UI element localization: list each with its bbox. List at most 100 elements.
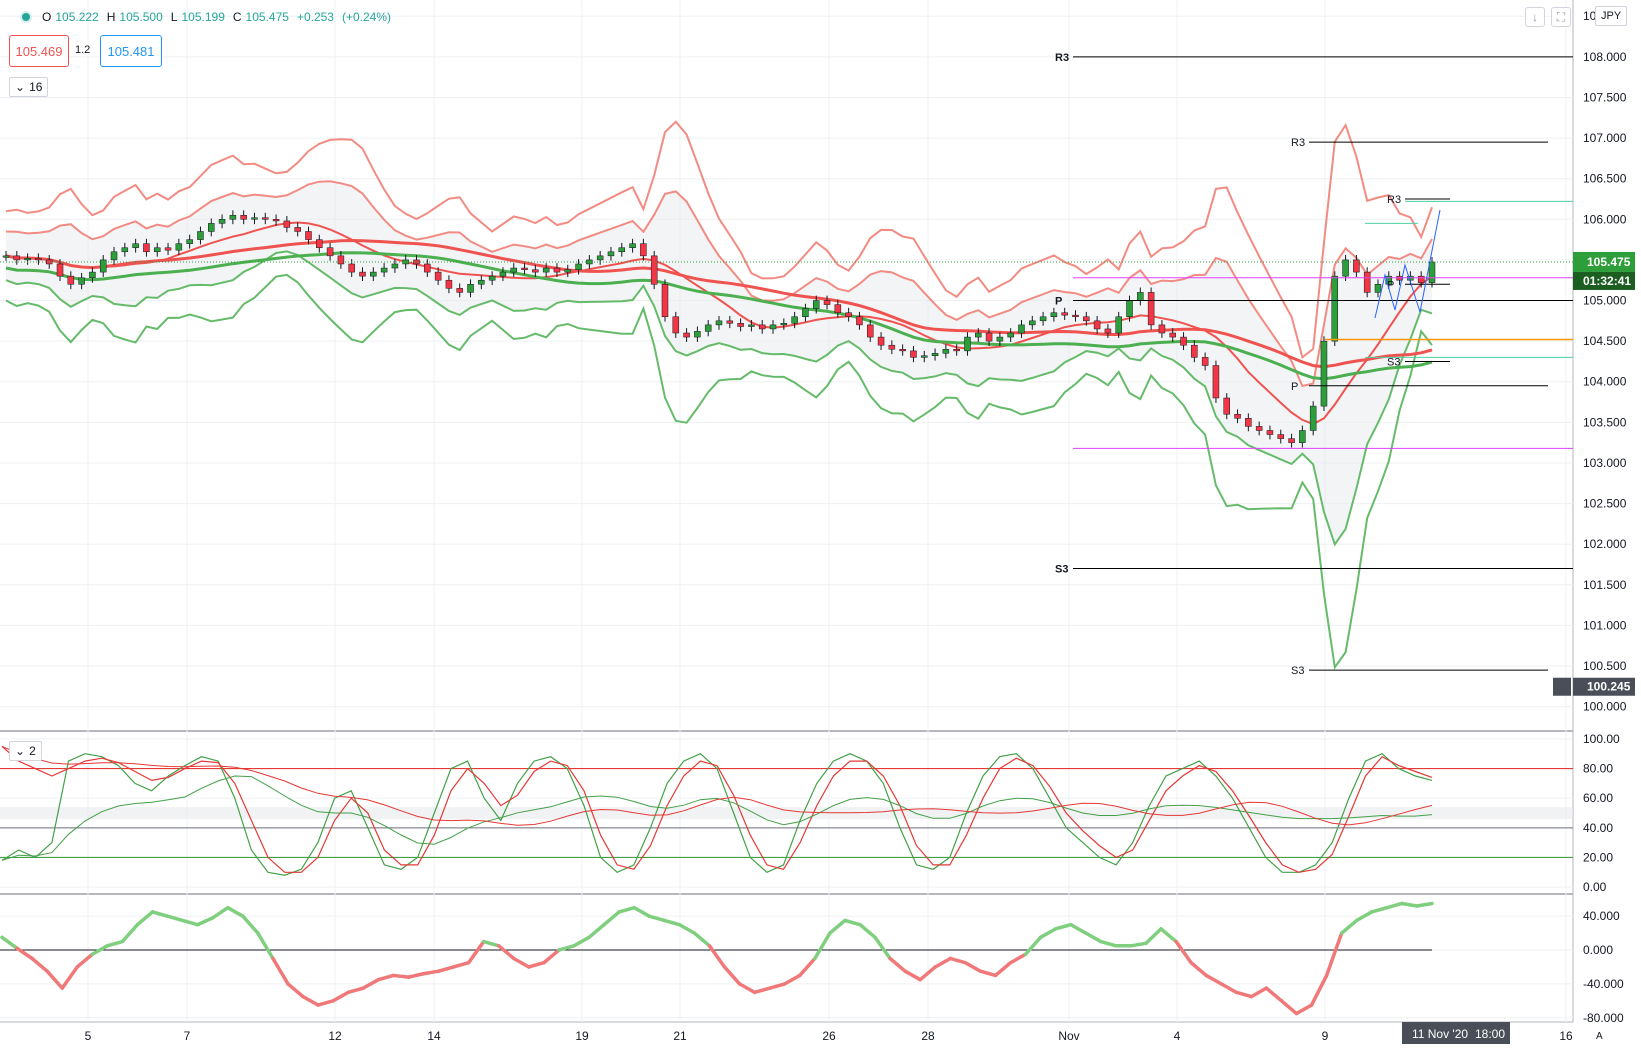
momentum-segment [135,910,155,927]
price-axis-label: 101.000 [1583,618,1627,632]
candle [953,349,960,352]
momentum-segment [1159,927,1178,944]
candle [866,324,874,338]
candle [445,279,453,289]
candle [542,267,550,273]
momentum-segment [406,971,426,979]
pivot-label: R3 [1291,137,1305,149]
stoch-indicators-toggle[interactable]: ⌄ 2 [9,741,42,761]
candle [650,255,658,285]
candle [24,258,31,261]
stoch-slow-red [1,745,1433,826]
momentum-segment [466,939,486,965]
candle [1223,397,1230,415]
candle [640,243,647,257]
momentum-segment [1370,905,1389,914]
momentum-segment [1339,918,1359,935]
momentum-segment [165,914,185,923]
open-value: 105.222 [55,10,99,24]
candle [877,336,885,346]
momentum-segment [767,982,787,990]
candle [1018,324,1025,334]
momentum-segment [617,905,636,914]
momentum-segment [1234,990,1254,999]
stoch-axis-label: 0.00 [1583,880,1607,894]
candle [532,269,539,273]
high-value: 105.500 [119,10,163,24]
momentum-segment [722,965,742,986]
candle [996,336,1004,342]
momentum-segment [677,922,697,935]
time-axis-label: 16 [1559,1029,1573,1043]
indicators-toggle[interactable]: ⌄ 16 [9,77,49,97]
candle [488,275,496,281]
stoch-d-line [1,745,1433,873]
pivot-label: P [1387,279,1394,291]
open-label: O [42,10,52,24]
candle [45,259,53,265]
low-value: 105.199 [181,10,225,24]
low-label: L [170,10,178,24]
candle [208,223,215,232]
candle [737,323,744,327]
fullscreen-button[interactable]: ⛶ [1551,7,1571,27]
momentum-segment [1174,939,1193,965]
sell-button[interactable]: 105.469 [9,35,69,67]
momentum-segment [1068,922,1088,935]
momentum-segment [496,944,516,961]
candle [888,344,896,350]
close-label: C [232,10,242,24]
price-axis-label: 103.500 [1583,415,1627,429]
momentum-axis-label: -80.000 [1583,1011,1624,1025]
momentum-axis-label: -40.000 [1583,977,1624,991]
candle [1363,271,1371,293]
candle [1061,312,1068,316]
momentum-segment [557,944,576,952]
crosshair-time-box [1402,1022,1510,1044]
stoch-k-line [1,752,1433,876]
momentum-segment [1309,973,1329,1007]
candle [1104,328,1112,334]
momentum-segment [1294,1003,1314,1016]
momentum-segment [195,916,215,927]
momentum-segment [1249,986,1269,999]
close-value: 105.475 [245,10,289,24]
candle [1039,316,1047,322]
momentum-segment [271,956,290,986]
momentum-segment [587,922,606,940]
candle [1137,292,1144,301]
indicators-count: 16 [29,80,43,94]
candle [78,277,85,285]
momentum-segment [993,960,1013,978]
price-axis-label: 104.000 [1583,375,1627,389]
momentum-segment [512,956,531,969]
momentum-segment [361,977,381,990]
candle [67,275,75,285]
candle [834,304,842,313]
momentum-segment [1189,960,1208,978]
momentum-segment [948,956,968,965]
momentum-segment [828,918,847,935]
candle [715,320,723,326]
candle [856,316,863,326]
buy-button[interactable]: 105.481 [100,35,162,67]
scroll-down-button[interactable]: ↓ [1525,7,1545,27]
pivot-label: R3 [1387,194,1401,206]
candle [510,267,517,273]
candle [1288,438,1295,443]
countdown-tag [1573,271,1635,290]
candle [175,243,183,251]
momentum-segment [933,956,953,969]
price-axis-label: 102.000 [1583,537,1627,551]
momentum-axis-label: 0.000 [1583,943,1613,957]
candle [1266,430,1274,435]
upper-inner-band [5,180,1433,388]
candle [348,263,355,273]
pivot-label: P [1291,381,1298,393]
candle [121,247,129,253]
currency-label[interactable]: JPY [1595,6,1628,26]
price-axis-label: 102.500 [1583,497,1627,511]
candle [13,255,21,261]
auto-scale-button[interactable]: A [1596,1031,1603,1042]
